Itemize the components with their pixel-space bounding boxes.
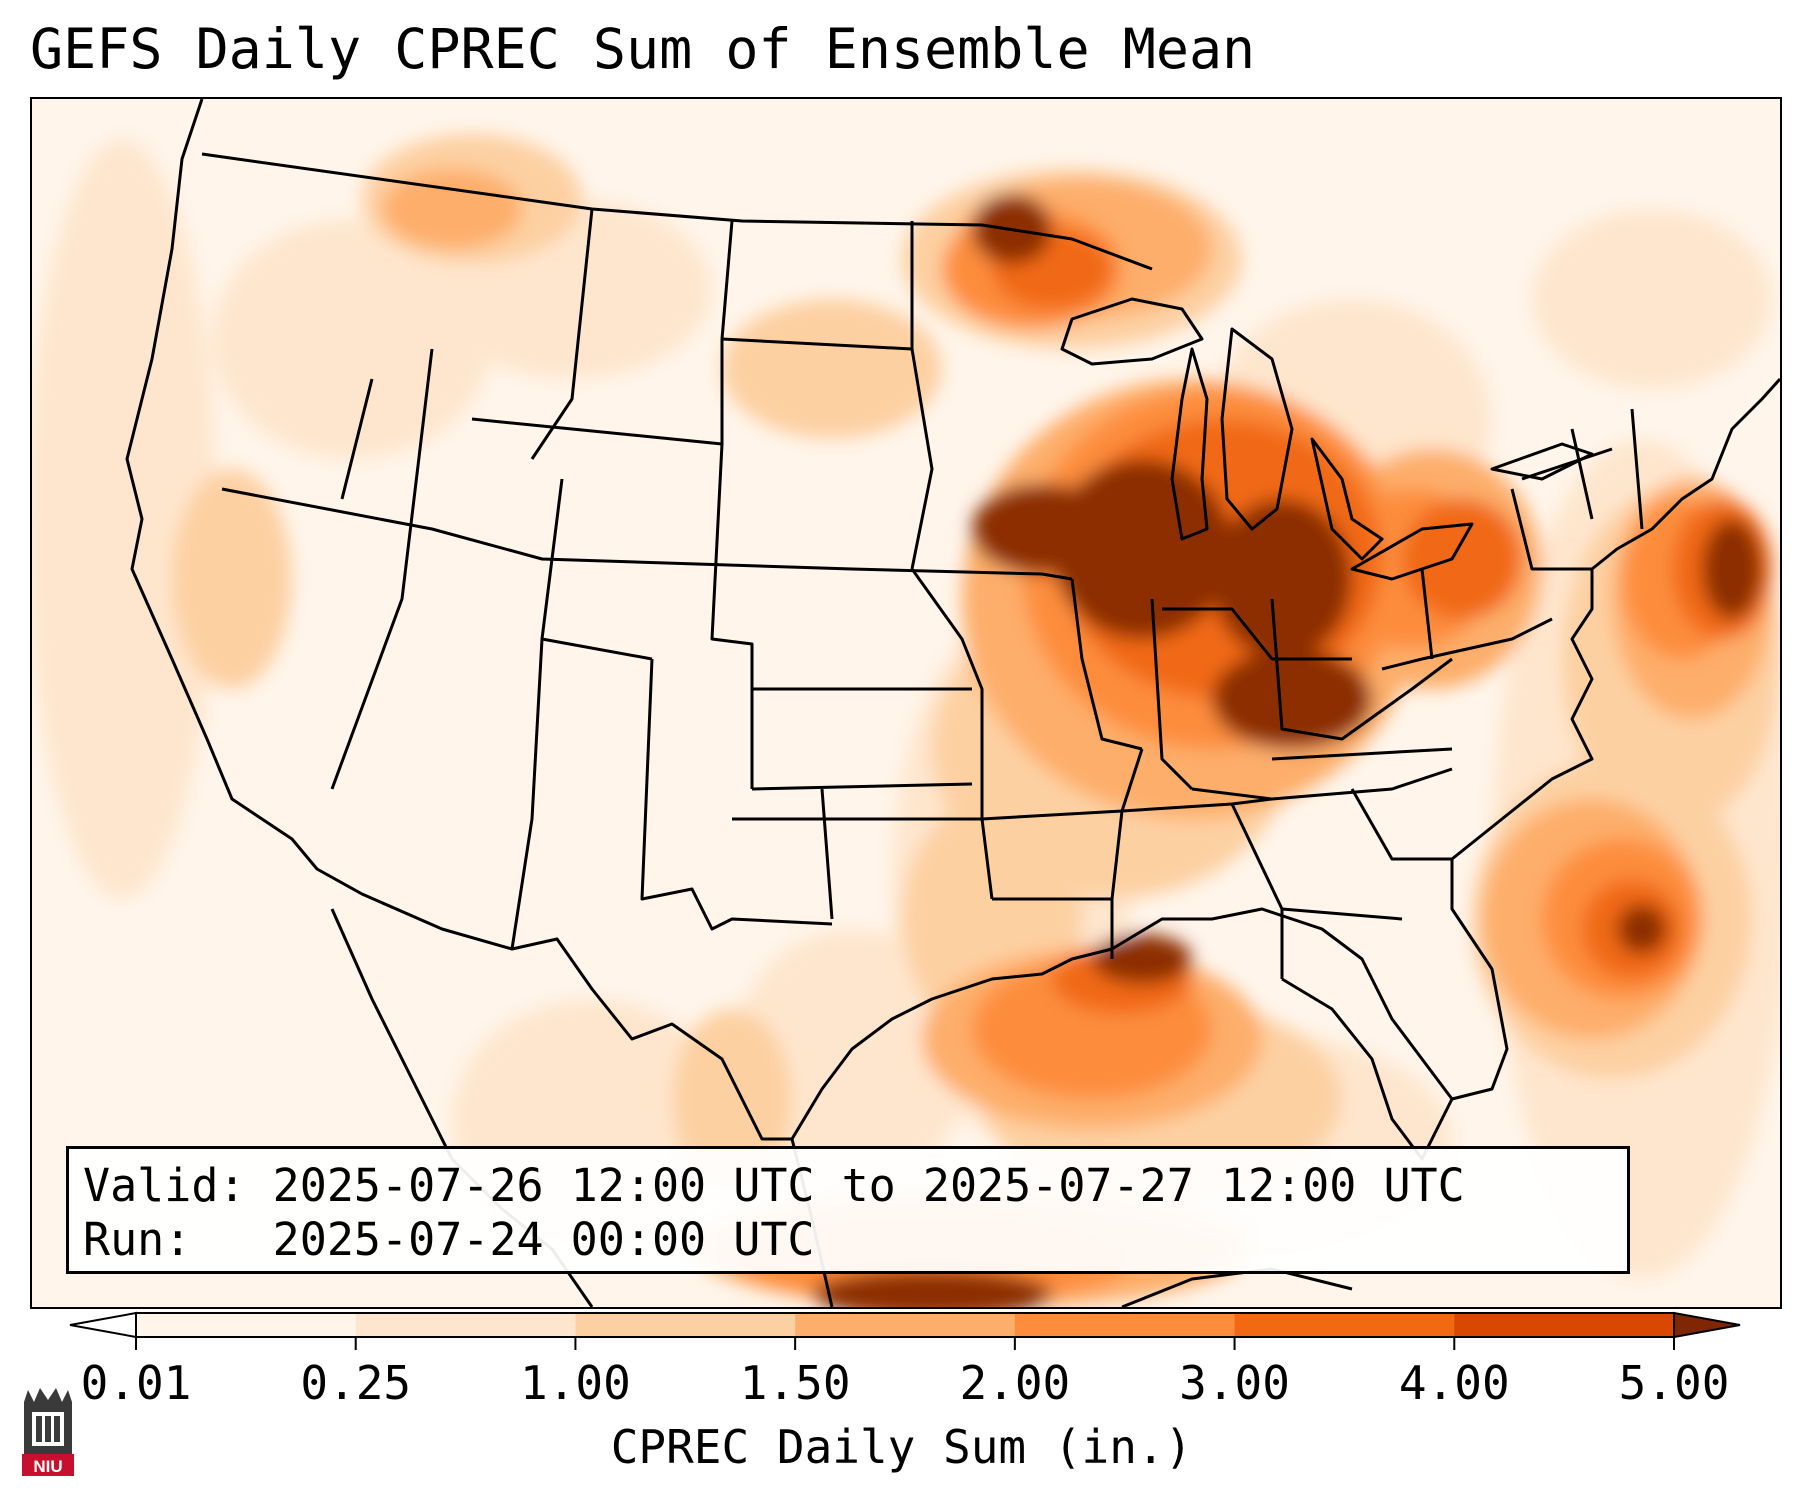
colorbar-tick-label: 2.00 xyxy=(959,1356,1071,1410)
colorbar-tick-label: 1.50 xyxy=(739,1356,851,1410)
colorbar-segment xyxy=(795,1313,1016,1337)
colorbar-segment xyxy=(1014,1313,1236,1337)
valid-label: Valid: xyxy=(83,1159,246,1212)
colorbar-border xyxy=(135,1312,1675,1338)
colorbar-segment xyxy=(1234,1313,1455,1337)
run-value: 2025-07-24 00:00 UTC xyxy=(272,1213,815,1266)
precipitation-map xyxy=(32,99,1780,1307)
colorbar-segment xyxy=(1454,1313,1675,1337)
niu-logo-icon: NIU xyxy=(22,1388,74,1476)
colorbar-tick-label: 0.25 xyxy=(300,1356,412,1410)
colorbar-tick-label: 4.00 xyxy=(1398,1356,1510,1410)
colorbar xyxy=(69,1311,1741,1350)
valid-time-box: Valid: 2025-07-26 12:00 UTC to 2025-07-2… xyxy=(66,1146,1630,1274)
colorbar-tick-label: 5.00 xyxy=(1618,1356,1730,1410)
colorbar-tick-label: 1.00 xyxy=(520,1356,631,1410)
map-panel xyxy=(30,97,1782,1309)
colorbar-segment xyxy=(355,1313,576,1337)
colorbar-over-arrow xyxy=(1673,1311,1741,1339)
colorbar-segment xyxy=(575,1313,796,1337)
svg-text:NIU: NIU xyxy=(33,1457,62,1476)
run-label: Run: xyxy=(83,1213,192,1266)
colorbar-segment xyxy=(136,1313,357,1337)
colorbar-under-arrow xyxy=(69,1311,137,1339)
colorbar-label: CPREC Daily Sum (in.) xyxy=(610,1420,1193,1474)
colorbar-tick-label: 3.00 xyxy=(1179,1356,1290,1410)
colorbar-tick-label: 0.01 xyxy=(80,1356,192,1410)
map-title: GEFS Daily CPREC Sum of Ensemble Mean xyxy=(30,17,1256,81)
valid-value: 2025-07-26 12:00 UTC to 2025-07-27 12:00… xyxy=(272,1159,1465,1212)
